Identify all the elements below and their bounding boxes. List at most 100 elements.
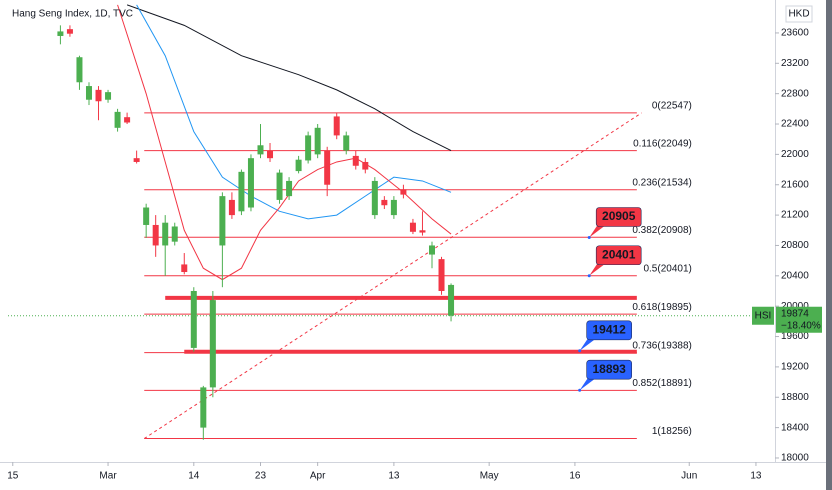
candle-body	[400, 189, 407, 195]
fib-label: 0.236(21534)	[632, 177, 692, 188]
candle-body	[286, 180, 293, 197]
fib-label: 0(22547)	[652, 101, 692, 112]
fib-label: 0.618(19895)	[632, 302, 692, 313]
candle-body	[305, 135, 312, 161]
moving-average	[136, 4, 452, 220]
x-tick-label: Mar	[99, 471, 117, 482]
fib-label: 0.852(18891)	[632, 378, 692, 389]
candle-body	[95, 89, 102, 102]
price-tag	[776, 306, 822, 333]
fib-label: 1(18256)	[652, 426, 692, 437]
fib-label: 0.5(20401)	[643, 263, 691, 274]
fib-label: 0.382(20908)	[632, 225, 692, 236]
change-label: −18.40%	[781, 320, 821, 331]
y-tick-label: 18800	[781, 392, 809, 403]
candle-body	[419, 230, 426, 233]
x-tick-label: 14	[188, 471, 200, 482]
y-tick-label: 18400	[781, 422, 809, 433]
y-tick-label: 21600	[781, 179, 809, 190]
x-tick-label: May	[480, 471, 499, 482]
callout-label: 20401	[602, 247, 636, 261]
symbol-tag	[752, 306, 774, 325]
candle-body	[57, 31, 64, 36]
y-tick-label: 22400	[781, 119, 809, 130]
candle-body	[352, 155, 359, 166]
callout-point	[578, 388, 582, 392]
callout-point	[587, 235, 591, 239]
callout-tail	[589, 263, 606, 276]
x-tick-label: 13	[388, 471, 400, 482]
moving-average	[126, 4, 452, 152]
candle-body	[409, 222, 416, 232]
callout-point	[587, 274, 591, 278]
y-tick-label: 18000	[781, 453, 809, 464]
candle-body	[76, 57, 83, 83]
candle-body	[66, 29, 73, 34]
y-tick-label: 20000	[781, 301, 809, 312]
window-edge	[826, 0, 832, 490]
price-label: 19874	[781, 308, 809, 319]
x-tick-label: 15	[7, 471, 19, 482]
candle-body	[257, 145, 264, 155]
y-tick-label: 22800	[781, 88, 809, 99]
fib-label: 0.116(22049)	[633, 138, 692, 149]
candle-body	[343, 135, 350, 151]
candle-body	[162, 222, 169, 246]
candle-body	[390, 199, 397, 216]
candle-body	[448, 284, 455, 316]
candle-body	[171, 226, 178, 242]
candle-body	[324, 150, 331, 185]
candle-body	[362, 161, 369, 170]
candle-body	[114, 111, 121, 128]
candle-body	[228, 199, 235, 216]
candle-body	[219, 196, 226, 246]
currency-box	[785, 5, 813, 23]
y-tick-label: 23600	[781, 28, 809, 39]
callout-box	[595, 207, 642, 227]
candle-body	[428, 245, 435, 255]
plot-area: 0(22547) 0.116(22049) 0.236(21534) 0.382(20…	[8, 4, 775, 440]
callout-tail	[589, 225, 606, 238]
callout-label: 19412	[592, 322, 626, 336]
candle-body	[314, 127, 321, 155]
candle-body	[190, 290, 197, 348]
callout-label: 20905	[602, 209, 636, 223]
candle-body	[133, 158, 140, 162]
moving-average	[117, 4, 452, 281]
candle-body	[295, 159, 302, 172]
x-tick-label: 13	[750, 471, 762, 482]
y-tick-label: 21200	[781, 210, 809, 221]
candle-body	[200, 387, 207, 428]
fib-label: 0.736(19388)	[632, 340, 692, 351]
y-tick-label: 23200	[781, 58, 809, 69]
candle-body	[438, 259, 445, 291]
x-tick-label: Apr	[310, 471, 326, 482]
candle-body	[238, 171, 245, 212]
x-tick-label: 16	[569, 471, 581, 482]
currency: HKD	[788, 9, 809, 20]
callout-box	[595, 245, 642, 266]
candle-body	[124, 117, 131, 123]
x-tick-label: Jun	[681, 471, 697, 482]
candle-body	[152, 224, 159, 246]
callout-box	[586, 359, 632, 380]
x-tick-label: 23	[255, 471, 267, 482]
y-tick-label: 20400	[781, 270, 809, 281]
candle-body	[143, 207, 150, 225]
callout-label: 18893	[592, 362, 626, 376]
candle-body	[105, 92, 112, 100]
candle-body	[381, 199, 388, 206]
candle-body	[247, 158, 254, 208]
y-tick-label: 19600	[781, 331, 809, 342]
y-tick-label: 22000	[781, 149, 809, 160]
symbol-label: HSI	[755, 310, 772, 321]
candle-body	[333, 116, 340, 136]
callout-box	[586, 320, 632, 341]
candle-body	[181, 264, 188, 273]
chart-title: Hang Seng Index, 1D, TVC	[12, 9, 133, 20]
candle-body	[209, 300, 216, 388]
y-tick-label: 19200	[781, 362, 809, 373]
